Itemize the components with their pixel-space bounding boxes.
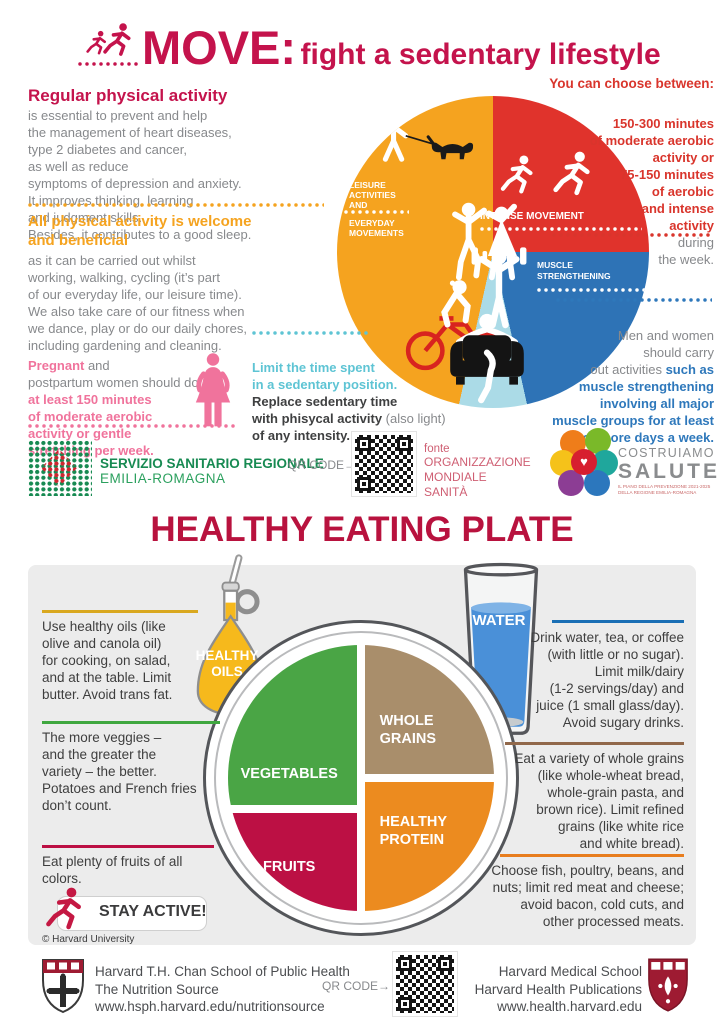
cs-small-text: IL PIANO DELLA PREVENZIONE 2021-2025 DEL… [618,484,711,495]
welcome-heading: All physical activity is welcome and ben… [28,213,252,249]
dotted-divider [28,203,324,207]
qr-finder [357,477,371,491]
oils-rule [42,610,198,613]
cs-line1: COSTRUIAMO [618,446,715,460]
dotted-divider [552,233,712,237]
fruits-label: FRUITS [263,858,316,875]
qr-code-label: QR CODE→ [288,458,357,472]
stay-active-badge [57,896,207,931]
title-sub: fight a sedentary lifestyle [300,38,661,71]
dotted-divider [78,62,140,66]
ssr-logo-text: SERVIZIO SANITARIO REGIONALE EMILIA-ROMA… [100,456,324,486]
dotted-divider [252,331,370,335]
muscle-strengthening-label: MUSCLE STRENGTHENING [537,260,611,281]
choose-heading: You can choose between: [549,76,714,91]
qr-finder [357,437,371,451]
choose-text: 150-300 minutes of moderate aerobic acti… [589,116,714,267]
hms-text: Harvard Medical School Harvard Health Pu… [474,964,642,1014]
healthy-protein-section [365,782,494,911]
plate-food: VEGETABLES FRUITS WHOLE GRAINS HEALTHY P… [228,645,494,911]
oils-note: Use healthy oils (like olive and canola … [42,619,173,702]
vegetables-section [228,645,357,805]
sedentary-text: Limit the time spent in a sedentary posi… [252,360,446,443]
veggies-rule [42,721,220,724]
qr-finder [438,957,452,971]
water-label: WATER [472,612,526,629]
hsph-text: Harvard T.H. Chan School of Public Healt… [95,964,350,1014]
fruits-section [228,812,357,911]
fruits-rule [42,845,214,848]
plate-inner-ring [214,631,508,925]
dotted-divider [337,210,409,214]
veggies-note: The more veggies – and the greater the v… [42,730,197,813]
qr-code-oms [352,432,416,496]
dotted-divider [480,227,642,231]
qr-code-label: QR CODE→ [322,979,391,993]
regular-activity-heading: Regular physical activity [28,86,228,105]
costruiamo-salute-flower-logo: ♥ [550,428,618,496]
harvard-copyright: © Harvard University [42,934,135,945]
title-main: MOVE: [142,21,297,74]
dotted-divider [556,298,712,302]
runner-icon [497,144,539,206]
vegetables-label: VEGETABLES [240,765,338,782]
pregnant-woman-icon [192,352,234,430]
protein-note: Choose fish, poultry, beans, and nuts; l… [491,863,684,929]
ssr-emilia-romagna-logo [28,440,92,496]
walking-dog-icon [363,106,475,188]
dotted-divider [537,288,649,292]
water-note: Drink water, tea, or coffee (with little… [530,630,684,730]
activity-wheel: LEISURE ACTIVITIES AND EVERYDAY MOVEMENT… [337,96,649,408]
ssr-line1: SERVIZIO SANITARIO REGIONALE [100,456,324,471]
hsph-crest-icon [40,958,86,1014]
hms-crest-icon [646,956,690,1014]
welcome-text: as it can be carried out whilst working,… [28,253,247,353]
everyday-label: EVERYDAY MOVEMENTS [349,218,404,238]
intense-movement-label: INTENSE MOVEMENT [480,211,584,222]
flower-blue-circle [584,470,610,496]
eating-plate: VEGETABLES FRUITS WHOLE GRAINS HEALTHY P… [203,620,519,936]
costruiamo-salute-text: COSTRUIAMO SALUTE IL PIANO DELLA PREVENZ… [618,446,720,496]
ssr-logo-red-mark [41,449,77,487]
runner-icon [100,22,136,58]
oms-source-text: fonte ORGANIZZAZIONE MONDIALE SANITÀ [424,443,531,500]
grains-rule [505,742,684,745]
protein-rule [500,854,684,857]
qr-code-harvard [393,952,457,1016]
ssr-line2: EMILIA-ROMAGNA [100,471,226,486]
grains-note: Eat a variety of whole grains (like whol… [514,751,684,851]
oms-name: ORGANIZZAZIONE MONDIALE SANITÀ [424,455,531,499]
cs-line2: SALUTE [618,460,720,483]
qr-finder [398,997,412,1011]
stay-active-label: STAY ACTIVE! [99,903,207,920]
leisure-label: LEISURE ACTIVITIES AND [349,180,396,210]
water-rule [552,620,684,623]
muscle-advice-text: Men and women should carry out activitie… [552,328,714,445]
plate-section-title: HEALTHY EATING PLATE [150,510,574,549]
whole-grains-label: WHOLE GRAINS [379,712,437,747]
runner-icon [42,886,88,932]
fruits-note: Eat plenty of fruits of all colors. [42,854,183,886]
flower-heart-icon: ♥ [571,449,597,475]
healthy-protein-label: HEALTHY PROTEIN [379,813,448,848]
qr-finder [397,437,411,451]
page-title: MOVE: fight a sedentary lifestyle [142,20,661,75]
whole-grains-section [365,645,494,774]
fonte-label: fonte [424,443,450,455]
regular-activity-text: is essential to prevent and help the man… [28,108,252,242]
qr-finder [398,957,412,971]
dotted-divider [28,424,236,428]
